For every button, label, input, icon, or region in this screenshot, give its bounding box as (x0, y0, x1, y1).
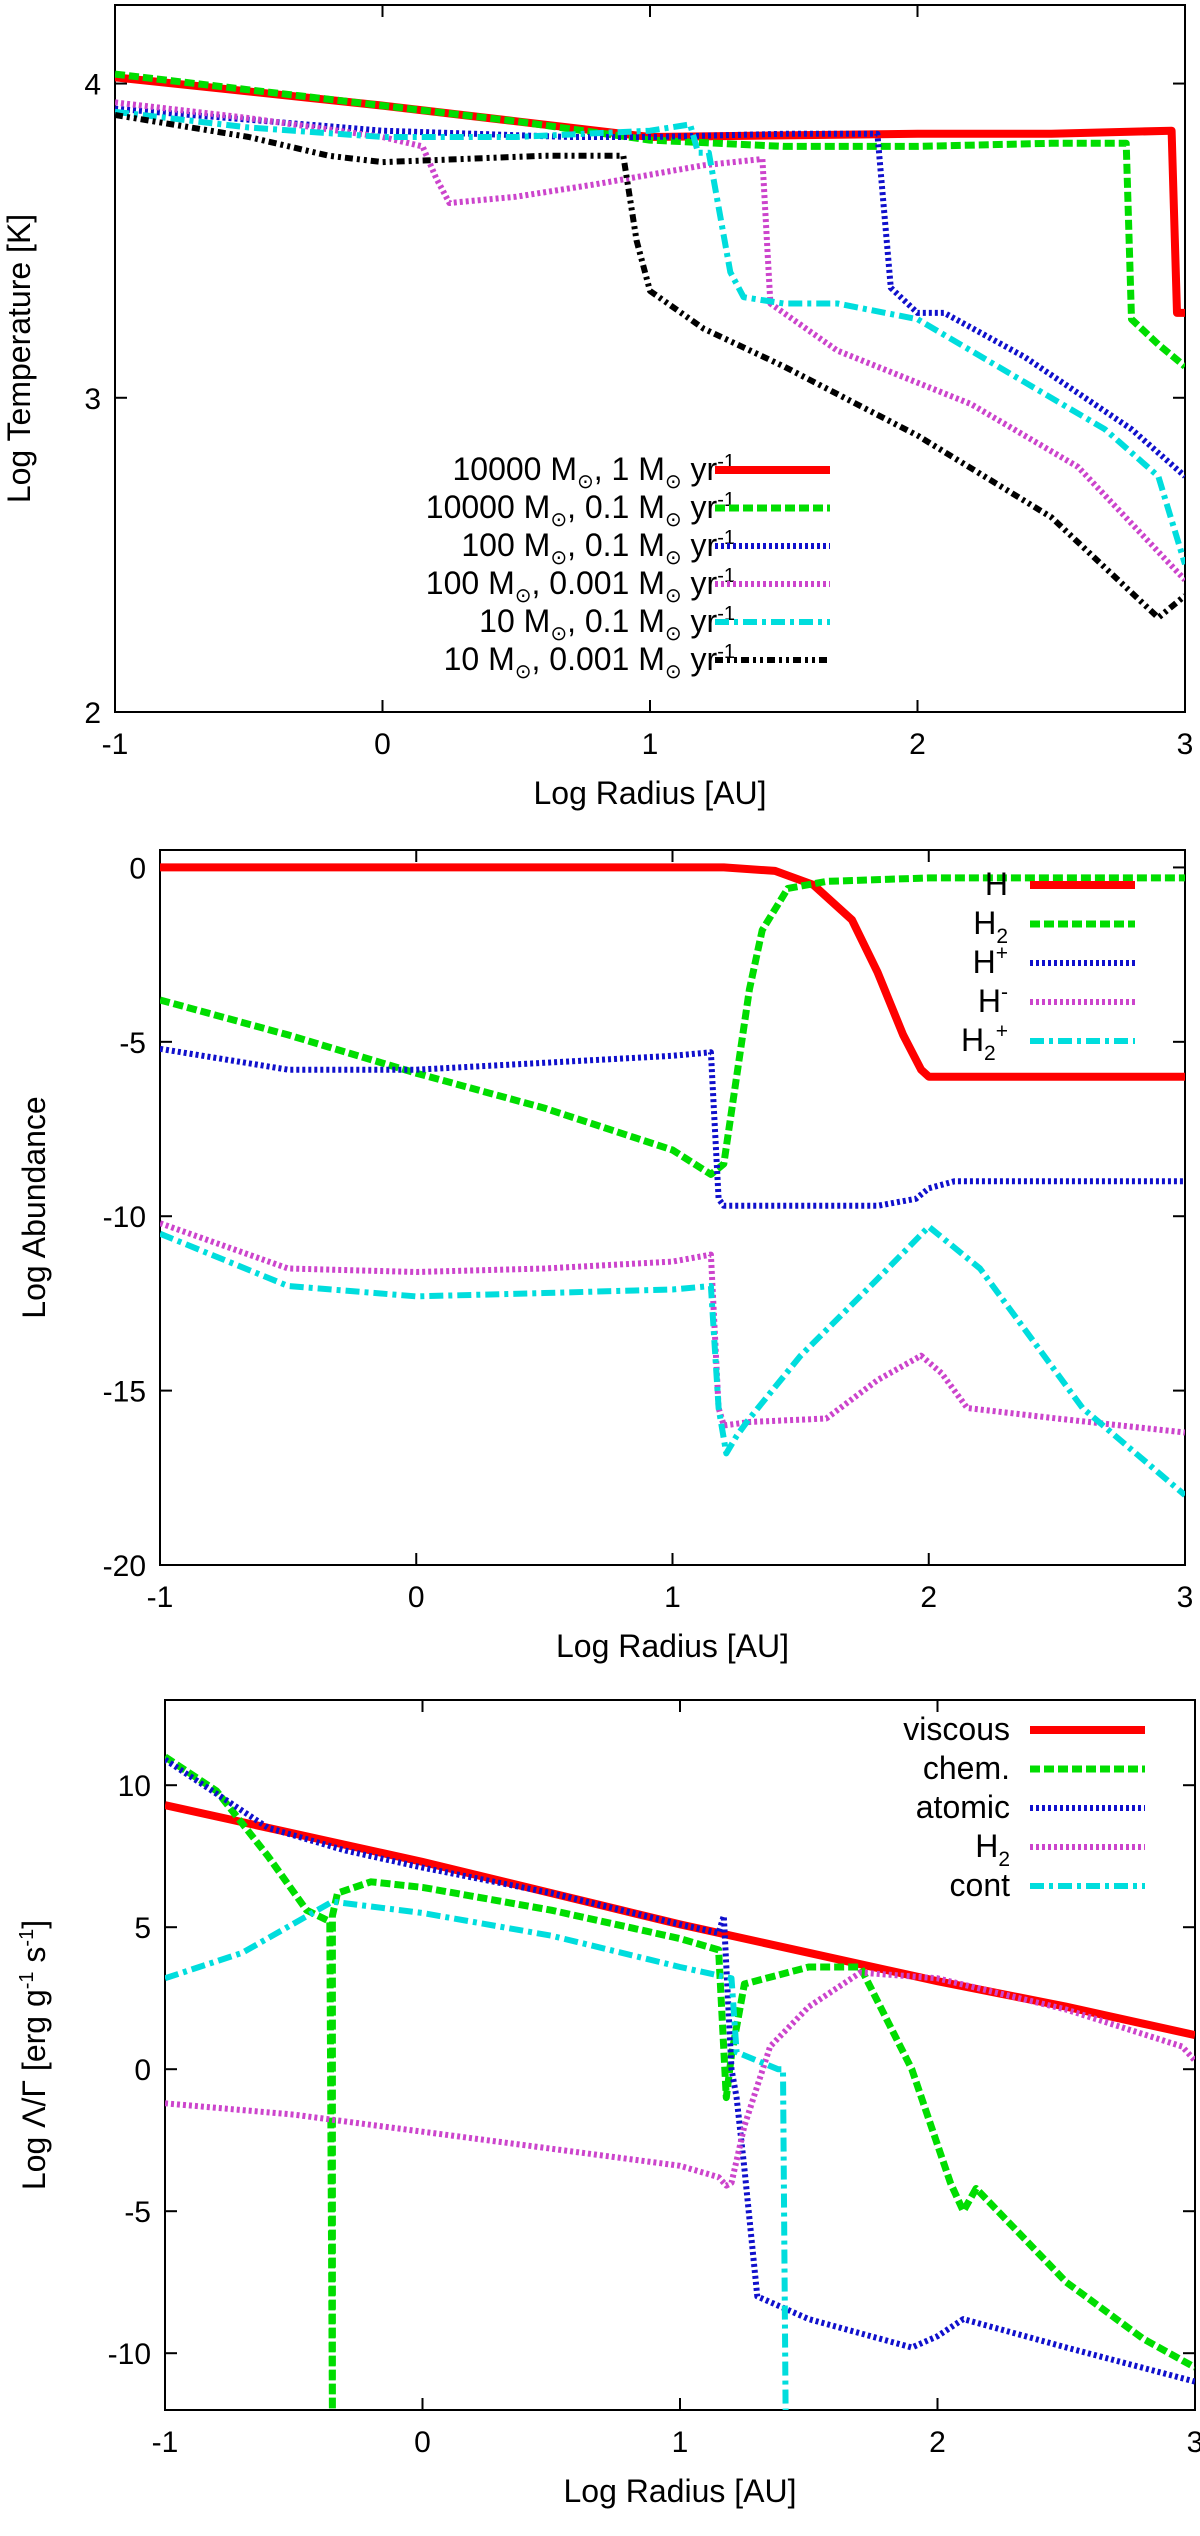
x-tick-label: 3 (1177, 1581, 1194, 1614)
x-tick-label: 2 (929, 2426, 946, 2459)
legend-label: 10 M⊙, 0.001 M⊙ yr-1 (444, 641, 735, 683)
plot-frame (164, 1699, 1196, 2411)
series-line-3 (115, 105, 1185, 479)
legend-label: cont (950, 1867, 1011, 1903)
y-tick-label: 3 (84, 383, 101, 416)
series-line-4 (160, 1220, 1185, 1436)
chart-panel-1: -1 0 1 2 3 2 3 4 Log Radius [AU] Log Temperature … (1, 4, 1194, 811)
x-tick-label: 1 (664, 1581, 681, 1614)
x-tick-label: 0 (408, 1581, 425, 1614)
series-line-4 (165, 1969, 1195, 2189)
series-line-5 (165, 1898, 789, 2410)
x-tick-label: 0 (414, 2426, 431, 2459)
legend-label: H2 (975, 1828, 1010, 1871)
legend-label: H+ (973, 942, 1008, 980)
series-line-5 (115, 108, 1185, 566)
y-tick-label: -15 (103, 1376, 146, 1409)
x-tick-label: 3 (1187, 2426, 1200, 2459)
y-axis-label: Log Λ/Γ [erg g-1 s-1] (16, 1920, 52, 2190)
x-tick-label: 3 (1177, 728, 1194, 761)
y-tick-label: -10 (108, 2338, 151, 2371)
x-tick-label: 2 (909, 728, 926, 761)
series-line-4 (115, 99, 1185, 583)
x-tick-label: -1 (102, 728, 129, 761)
legend-label: 100 M⊙, 0.001 M⊙ yr-1 (426, 565, 735, 607)
series-line-2 (165, 1753, 1195, 2410)
legend-label: atomic (916, 1789, 1010, 1825)
y-tick-label: -10 (103, 1201, 146, 1234)
y-tick-label: -20 (103, 1550, 146, 1583)
series-line-2 (160, 874, 1185, 1178)
legend-label: 10000 M⊙, 1 M⊙ yr-1 (452, 451, 735, 493)
y-tick-label: 10 (118, 1770, 151, 1803)
x-tick-label: 0 (374, 728, 391, 761)
y-tick-label: 0 (134, 2054, 151, 2087)
x-tick-label: -1 (147, 1581, 174, 1614)
series-line-1 (115, 73, 1185, 317)
y-tick-label: 4 (84, 69, 101, 102)
legend-label: H- (978, 981, 1008, 1019)
series-line-5 (160, 1223, 1185, 1498)
y-tick-label: 2 (84, 697, 101, 730)
y-tick-label: -5 (119, 1027, 146, 1060)
legend-label: H2 (973, 905, 1008, 948)
x-tick-label: 1 (672, 2426, 689, 2459)
legend-label: 10000 M⊙, 0.1 M⊙ yr-1 (426, 489, 735, 531)
legend-label: 100 M⊙, 0.1 M⊙ yr-1 (461, 527, 735, 569)
legend-label: 10 M⊙, 0.1 M⊙ yr-1 (479, 603, 735, 645)
legend-label: H (985, 866, 1008, 902)
y-tick-label: 0 (129, 852, 146, 885)
series-line-2 (115, 70, 1185, 370)
y-axis-label: Log Temperature [K] (1, 214, 37, 503)
y-axis-label: Log Abundance (16, 1096, 52, 1318)
x-tick-label: 2 (920, 1581, 937, 1614)
legend-label: viscous (903, 1711, 1010, 1747)
y-tick-label: -5 (124, 2196, 151, 2229)
series-line-3 (165, 1757, 1195, 2385)
series-line-1 (160, 863, 1185, 1081)
x-tick-label: 1 (642, 728, 659, 761)
x-axis-label: Log Radius [AU] (533, 775, 766, 811)
legend-label: chem. (923, 1750, 1010, 1786)
y-tick-label: 5 (134, 1912, 151, 1945)
plot-frame (159, 849, 1186, 1566)
x-axis-label: Log Radius [AU] (556, 1628, 789, 1664)
x-tick-label: -1 (152, 2426, 179, 2459)
series-line-3 (160, 1045, 1185, 1209)
x-axis-label: Log Radius [AU] (563, 2473, 796, 2509)
legend-label: H2+ (961, 1020, 1008, 1065)
series-line-6 (115, 112, 1185, 621)
